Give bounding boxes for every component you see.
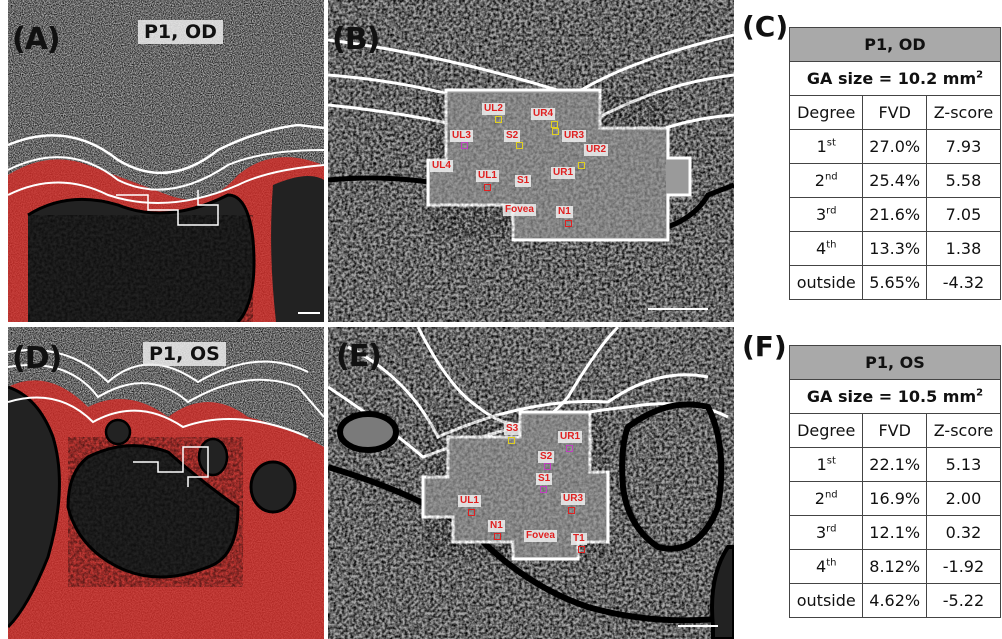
region-tag: UL3	[450, 130, 473, 142]
region-marker	[551, 121, 558, 128]
ga-size: GA size = 10.2 mm2	[789, 61, 1001, 96]
region-tag: N1	[556, 206, 573, 218]
region-tag: UL2	[482, 103, 505, 115]
region-marker	[495, 116, 502, 123]
table-row: 2nd 16.9% 2.00	[788, 481, 1002, 516]
column-header: FVD	[862, 95, 927, 130]
table-title: P1, OS	[789, 345, 1001, 380]
region-tag: S2	[538, 451, 555, 463]
results-table-od: P1, OD GA size = 10.2 mm2 Degree FVD Z-sco…	[788, 27, 1002, 300]
ga-size: GA size = 10.5 mm2	[789, 379, 1001, 414]
panel-title: P1, OD	[138, 20, 223, 44]
region-marker	[565, 220, 572, 227]
panel-label: (E)	[336, 339, 382, 374]
panel-label: (D)	[12, 341, 62, 376]
region-tag: UL4	[430, 160, 453, 172]
region-tag: N1	[488, 520, 505, 532]
panel-e-image: (E) S3 UR1 S2 S1 UL1 UR3 N1 Fovea T1	[328, 327, 734, 639]
region-tag: S2	[504, 130, 521, 142]
results-table-os: P1, OS GA size = 10.5 mm2 Degree FVD Z-sco…	[788, 345, 1002, 618]
region-marker	[578, 546, 585, 553]
region-tag: UR1	[558, 431, 583, 443]
panel-b-image: (B) UL2 UR4 UL3 S2 UR3 UR2 UL4 UL1 S1 UR…	[328, 0, 734, 322]
region-tag: Fovea	[503, 204, 536, 216]
region-marker	[468, 509, 475, 516]
panel-label: (A)	[12, 22, 61, 57]
column-header: FVD	[862, 413, 927, 448]
region-tag: S3	[504, 423, 521, 435]
table-row: outside 4.62% -5.22	[788, 583, 1002, 618]
region-marker	[568, 507, 575, 514]
column-header: Z-score	[925, 95, 1002, 130]
region-marker	[484, 184, 491, 191]
region-marker	[461, 142, 468, 149]
table-row: 3rd 12.1% 0.32	[788, 515, 1002, 550]
region-tag: S1	[515, 175, 532, 187]
panel-label: (B)	[332, 22, 380, 57]
region-tag: T1	[571, 533, 587, 545]
region-marker	[566, 445, 573, 452]
region-tag: UR3	[561, 493, 586, 505]
panel-label: (C)	[742, 10, 789, 43]
table-row: 3rd 21.6% 7.05	[788, 197, 1002, 232]
region-tag: S1	[536, 473, 553, 485]
region-marker	[516, 142, 523, 149]
column-header: Degree	[788, 413, 864, 448]
table-row: 2nd 25.4% 5.58	[788, 163, 1002, 198]
region-marker	[552, 128, 559, 135]
region-marker	[508, 437, 515, 444]
panel-a-image: (A) P1, OD	[8, 0, 324, 322]
region-marker	[578, 162, 585, 169]
panel-label: (F)	[742, 330, 787, 363]
column-header: Z-score	[925, 413, 1002, 448]
region-marker	[494, 533, 501, 540]
region-tag: UL1	[476, 170, 499, 182]
panel-d-image: (D) P1, OS	[8, 327, 324, 639]
region-tag: UL1	[458, 495, 481, 507]
region-marker	[544, 463, 551, 470]
table-row: 1st 27.0% 7.93	[788, 129, 1002, 164]
column-header: Degree	[788, 95, 864, 130]
table-row: outside 5.65% -4.32	[788, 265, 1002, 300]
region-tag: UR4	[531, 108, 556, 120]
region-tag: UR1	[551, 167, 576, 179]
table-title: P1, OD	[789, 27, 1001, 62]
table-row: 4th 13.3% 1.38	[788, 231, 1002, 266]
region-tag: UR3	[562, 130, 587, 142]
region-tag: Fovea	[524, 530, 557, 542]
region-tag: UR2	[584, 144, 609, 156]
table-row: 4th 8.12% -1.92	[788, 549, 1002, 584]
region-marker	[540, 486, 547, 493]
panel-title: P1, OS	[143, 342, 226, 366]
table-row: 1st 22.1% 5.13	[788, 447, 1002, 482]
